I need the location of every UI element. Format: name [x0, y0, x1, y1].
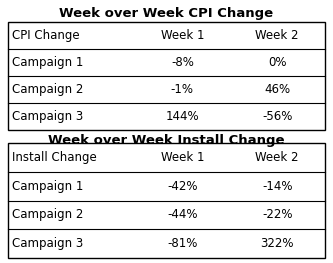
Text: -8%: -8%	[171, 56, 194, 69]
Text: CPI Change: CPI Change	[12, 29, 80, 42]
Text: Campaign 1: Campaign 1	[12, 56, 84, 69]
Text: 144%: 144%	[166, 110, 199, 123]
Text: -22%: -22%	[262, 208, 292, 221]
Text: Week 2: Week 2	[255, 151, 299, 164]
Text: Campaign 3: Campaign 3	[12, 237, 84, 250]
Text: Campaign 3: Campaign 3	[12, 110, 84, 123]
Text: -56%: -56%	[262, 110, 292, 123]
Text: Week 2: Week 2	[255, 29, 299, 42]
Text: Week over Week CPI Change: Week over Week CPI Change	[59, 7, 274, 19]
Text: -1%: -1%	[171, 83, 194, 96]
Bar	[8, 143, 325, 258]
Text: -81%: -81%	[167, 237, 197, 250]
Text: Week 1: Week 1	[161, 29, 204, 42]
Text: Campaign 2: Campaign 2	[12, 208, 84, 221]
Text: Week over Week Install Change: Week over Week Install Change	[48, 134, 285, 147]
Text: -44%: -44%	[167, 208, 197, 221]
Text: Campaign 2: Campaign 2	[12, 83, 84, 96]
Text: 0%: 0%	[268, 56, 286, 69]
Text: -14%: -14%	[262, 180, 292, 193]
Bar	[8, 22, 325, 130]
Text: Week 1: Week 1	[161, 151, 204, 164]
Text: Campaign 1: Campaign 1	[12, 180, 84, 193]
Text: Install Change: Install Change	[12, 151, 97, 164]
Text: 46%: 46%	[264, 83, 290, 96]
Text: -42%: -42%	[167, 180, 197, 193]
Text: 322%: 322%	[260, 237, 294, 250]
